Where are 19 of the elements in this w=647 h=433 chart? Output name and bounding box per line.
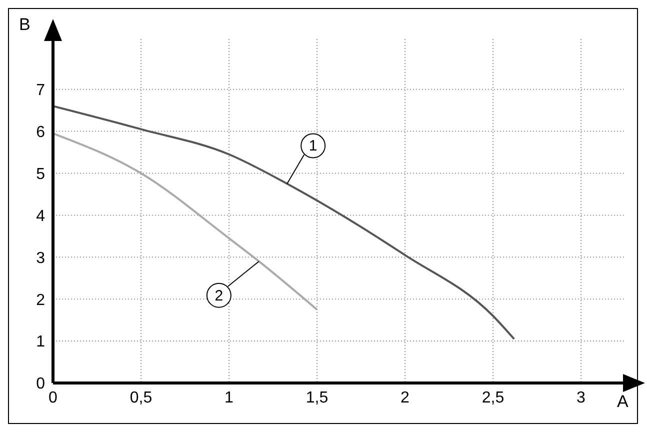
y-tick-label: 3 [36, 250, 46, 267]
line-series [53, 105, 516, 340]
x-tick-label: 1 [224, 389, 234, 406]
x-tick-label: 1,5 [306, 389, 328, 406]
x-tick-label: 0 [48, 389, 58, 406]
y-tick-label: 7 [36, 82, 46, 100]
y-tick-label: 5 [36, 166, 46, 183]
x-tick-label: 2,5 [482, 389, 504, 406]
x-tick-label: 3 [576, 389, 586, 406]
y-tick-label: 1 [36, 334, 46, 351]
y-axis-title: B [19, 15, 30, 35]
line-series [53, 132, 318, 311]
x-tick-label: 2 [400, 389, 410, 406]
y-tick-label: 4 [36, 208, 46, 225]
x-axis-title: A [617, 392, 628, 412]
y-tick-label: 6 [36, 124, 46, 141]
y-tick-label: 0 [36, 376, 46, 393]
y-tick-label: 2 [36, 292, 46, 309]
x-tick-label: 0,5 [130, 389, 152, 406]
